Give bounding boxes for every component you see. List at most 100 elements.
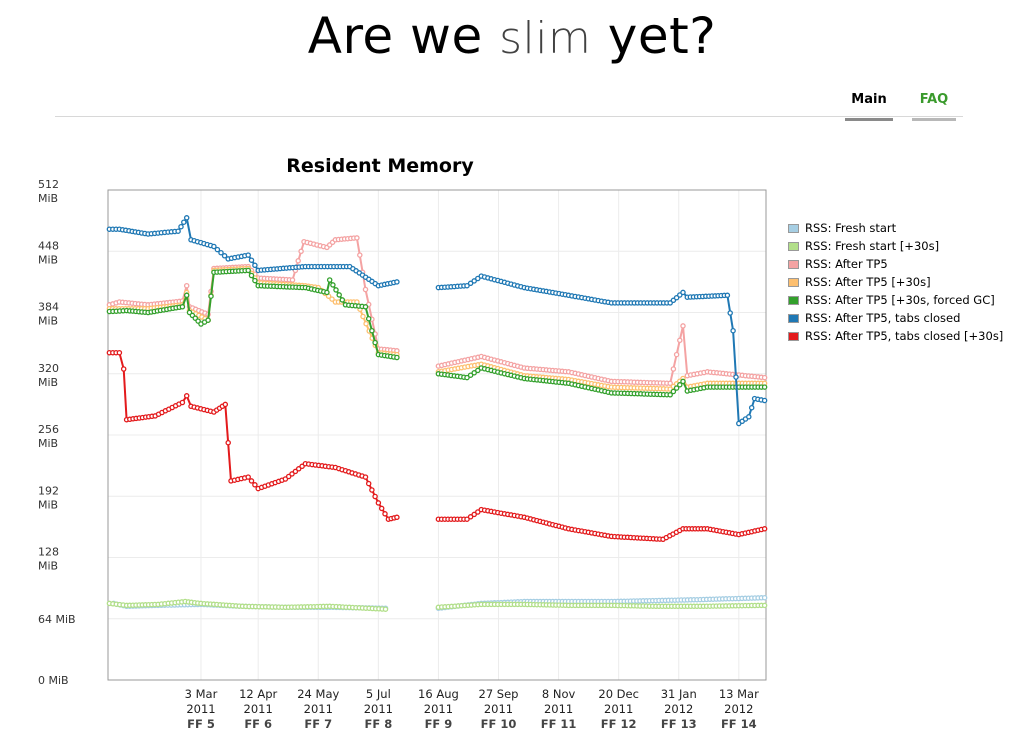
data-point[interactable] — [179, 304, 186, 310]
data-point[interactable] — [730, 327, 736, 334]
data-point[interactable] — [329, 296, 335, 302]
data-point[interactable] — [677, 382, 683, 388]
legend-item[interactable]: RSS: After TP5, tabs closed [+30s] — [788, 327, 1003, 345]
data-point[interactable] — [761, 602, 768, 609]
data-point[interactable] — [324, 289, 330, 296]
data-point[interactable] — [354, 235, 360, 241]
data-point[interactable] — [394, 279, 400, 285]
data-point[interactable] — [116, 349, 123, 356]
data-point[interactable] — [475, 367, 481, 374]
data-point[interactable] — [378, 505, 385, 512]
data-point[interactable] — [372, 339, 378, 346]
data-point[interactable] — [727, 310, 733, 316]
data-point[interactable] — [248, 272, 255, 279]
data-point[interactable] — [369, 327, 375, 334]
data-point[interactable] — [245, 252, 251, 258]
data-point[interactable] — [248, 478, 255, 484]
data-point[interactable] — [761, 594, 768, 601]
data-point[interactable] — [375, 500, 382, 506]
data-point[interactable] — [382, 511, 388, 517]
data-point[interactable] — [357, 252, 363, 258]
data-point[interactable] — [181, 219, 187, 225]
data-point[interactable] — [295, 258, 301, 264]
data-point[interactable] — [761, 384, 768, 390]
data-point[interactable] — [471, 278, 477, 284]
nav-main-link[interactable]: Main — [845, 92, 893, 121]
data-point[interactable] — [221, 253, 228, 259]
data-point[interactable] — [761, 397, 768, 404]
data-point[interactable] — [761, 374, 768, 381]
data-point[interactable] — [245, 474, 251, 480]
data-point[interactable] — [333, 287, 339, 293]
data-point[interactable] — [475, 275, 481, 282]
data-point[interactable] — [208, 293, 214, 299]
data-point[interactable] — [222, 401, 229, 408]
data-point[interactable] — [680, 323, 686, 329]
data-point[interactable] — [467, 372, 474, 378]
data-point[interactable] — [362, 286, 369, 293]
legend-item[interactable]: RSS: After TP5, tabs closed — [788, 309, 1003, 327]
data-point[interactable] — [298, 248, 304, 255]
data-point[interactable] — [252, 262, 258, 269]
data-point[interactable] — [394, 354, 400, 361]
data-point[interactable] — [360, 313, 366, 320]
data-point[interactable] — [363, 320, 369, 327]
data-point[interactable] — [252, 482, 258, 488]
data-point[interactable] — [178, 223, 184, 230]
data-point[interactable] — [673, 385, 680, 391]
data-point[interactable] — [475, 509, 481, 515]
data-point[interactable] — [339, 297, 346, 303]
data-point[interactable] — [120, 366, 127, 372]
data-point[interactable] — [670, 388, 677, 395]
data-point[interactable] — [761, 526, 768, 532]
data-point[interactable] — [252, 277, 258, 284]
data-point[interactable] — [680, 378, 686, 385]
data-point[interactable] — [179, 399, 186, 406]
data-point[interactable] — [183, 282, 190, 289]
data-point[interactable] — [289, 471, 295, 477]
data-point[interactable] — [365, 480, 372, 487]
data-point[interactable] — [467, 280, 474, 287]
data-point[interactable] — [382, 606, 389, 612]
data-point[interactable] — [183, 393, 190, 399]
data-point[interactable] — [183, 215, 190, 221]
data-point[interactable] — [670, 366, 677, 372]
data-point[interactable] — [330, 282, 336, 288]
data-point[interactable] — [724, 292, 731, 299]
data-point[interactable] — [245, 267, 251, 274]
data-point[interactable] — [673, 351, 680, 358]
data-point[interactable] — [183, 292, 190, 299]
nav-faq-link[interactable]: FAQ — [912, 92, 956, 121]
data-point[interactable] — [295, 466, 302, 472]
data-point[interactable] — [471, 370, 477, 376]
data-point[interactable] — [464, 374, 470, 381]
data-point[interactable] — [289, 277, 296, 283]
data-point[interactable] — [365, 315, 372, 322]
legend-item[interactable]: RSS: After TP5 [+30s] — [788, 273, 1003, 291]
data-point[interactable] — [248, 257, 255, 263]
data-point[interactable] — [369, 487, 375, 493]
data-point[interactable] — [175, 228, 181, 234]
data-point[interactable] — [667, 392, 673, 398]
data-point[interactable] — [394, 514, 400, 521]
data-point[interactable] — [677, 337, 683, 344]
data-point[interactable] — [467, 514, 474, 520]
legend-item[interactable]: RSS: Fresh start [+30s] — [788, 237, 1003, 255]
data-point[interactable] — [225, 439, 231, 446]
legend-item[interactable]: RSS: After TP5 [+30s, forced GC] — [788, 291, 1003, 309]
data-point[interactable] — [211, 243, 217, 250]
data-point[interactable] — [205, 317, 211, 323]
legend-item[interactable]: RSS: After TP5 — [788, 255, 1003, 273]
data-point[interactable] — [733, 374, 739, 380]
data-point[interactable] — [464, 516, 470, 522]
data-point[interactable] — [667, 380, 673, 387]
data-point[interactable] — [218, 249, 224, 256]
data-point[interactable] — [362, 474, 369, 480]
data-point[interactable] — [746, 414, 752, 420]
data-point[interactable] — [680, 289, 686, 296]
data-point[interactable] — [464, 282, 470, 289]
data-point[interactable] — [214, 246, 221, 253]
data-point[interactable] — [336, 292, 342, 298]
legend-item[interactable]: RSS: Fresh start — [788, 219, 1003, 237]
data-point[interactable] — [748, 404, 755, 411]
